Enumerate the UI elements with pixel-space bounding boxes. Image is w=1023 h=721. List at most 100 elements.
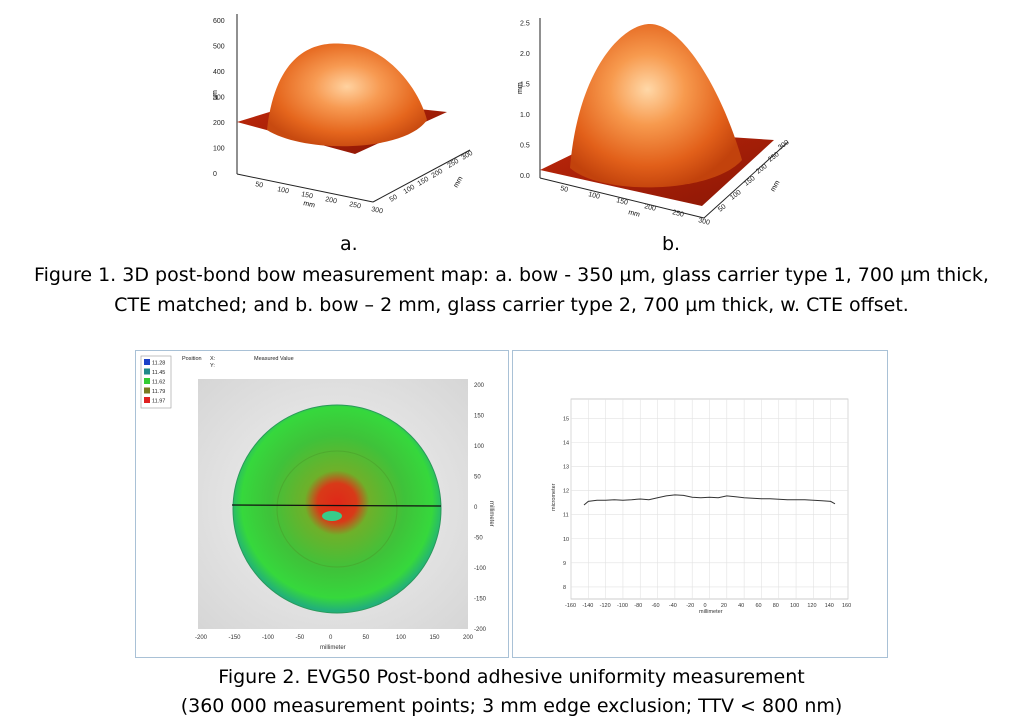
profile-y-tick: 10 (563, 537, 569, 543)
profile-series-line (583, 494, 836, 506)
profile-x-tick: -140 (582, 603, 593, 609)
legend-value: 11.45 (152, 370, 165, 376)
map-y-tick: 100 (474, 444, 485, 450)
profile-y-tick: 12 (563, 489, 569, 495)
map-x-axis-label: millimeter (320, 645, 346, 651)
map-y-tick: -50 (474, 536, 483, 542)
plot-b-y-tick: 200 (755, 163, 769, 176)
profile-x-tick: 100 (790, 603, 799, 609)
plot-b-x-tick: 250 (672, 209, 685, 219)
map-x-tick: -150 (229, 635, 242, 641)
plot-a-y-tick: 200 (431, 168, 445, 180)
map-y-tick: -100 (474, 566, 487, 572)
profile-x-tick: -60 (652, 603, 660, 609)
map-x-tick: 200 (463, 635, 474, 641)
plot-b-y-tick: 150 (743, 175, 757, 188)
plot-a-x-tick: 50 (255, 181, 264, 189)
legend-swatch (144, 368, 150, 375)
figure2-profile-chart: -160 -140 -120 -100 -80 -60 -40 -20 0 20 40 60 80 100… (551, 398, 851, 615)
plot-a-y-tick: 150 (417, 176, 431, 188)
plot-b-x-ticks: 50 100 150 200 250 300 (560, 185, 711, 227)
legend-value: 11.79 (152, 389, 165, 395)
map-position-label: Position (182, 356, 202, 362)
plot-a-z-tick: 500 (213, 44, 225, 51)
plot-a-x-tick: 250 (349, 201, 362, 210)
plot-b-x-tick: 100 (588, 191, 601, 201)
plot-a-x-unit: mm (303, 200, 316, 209)
figure2-map-panel: 11.28 11.45 11.62 11.79 11.97 Position X: Y:… (135, 350, 509, 658)
profile-y-tick: 15 (563, 416, 569, 422)
profile-x-tick: -20 (686, 603, 694, 609)
plot-b-x-tick: 50 (560, 185, 569, 194)
plot-a-z-tick: 0 (213, 171, 217, 178)
plot-b-z-tick: 1.0 (520, 112, 530, 119)
plot-a-y-tick: 250 (447, 158, 461, 170)
profile-y-ticks: 8 9 10 11 12 13 14 15 (563, 416, 569, 591)
map-x-tick: 100 (396, 635, 407, 641)
figure1-plot-a: 0 100 200 300 400 500 600 µm 50 100 150 200 25… (212, 14, 474, 215)
plot-a-x-tick: 150 (301, 191, 314, 200)
profile-x-tick: 60 (755, 603, 761, 609)
figure2-caption-line1: Figure 2. EVG50 Post-bond adhesive unifo… (218, 666, 805, 688)
map-x-tick: 50 (363, 635, 370, 641)
plot-b-z-tick: 2.0 (520, 51, 530, 58)
profile-y-tick: 14 (563, 440, 569, 446)
profile-x-axis-label: millimeter (699, 609, 723, 615)
legend-swatch (144, 397, 150, 403)
map-x-tick: 0 (329, 635, 333, 641)
plot-b-z-ticks: 0.0 0.5 1.0 1.5 2.0 2.5 (520, 21, 530, 181)
figure2-profile-panel: -160 -140 -120 -100 -80 -60 -40 -20 0 20 40 60 80 100… (512, 350, 888, 658)
map-x-tick: -200 (195, 635, 208, 641)
plot-b-y-tick: 300 (777, 139, 791, 152)
profile-x-tick: 80 (773, 603, 779, 609)
plot-a-label: a. (340, 233, 358, 255)
profile-y-axis-label: micrometer (551, 483, 557, 511)
plot-b-x-tick: 300 (698, 217, 711, 227)
profile-x-tick: 140 (825, 603, 834, 609)
plot-a-z-unit: µm (212, 90, 219, 100)
plot-b-z-tick: 2.5 (520, 21, 530, 28)
plot-a-z-tick: 300 (213, 95, 225, 102)
plot-a-z-tick: 100 (213, 146, 225, 153)
profile-x-tick: -80 (634, 603, 642, 609)
map-y-tick: 200 (474, 383, 485, 389)
plot-a-x-ticks: 50 100 150 200 250 300 (255, 181, 384, 215)
map-y-tick: 50 (474, 475, 481, 481)
plot-b-y-tick: 100 (729, 189, 743, 202)
map-y-tick: 150 (474, 414, 485, 420)
map-x-ticks: -200 -150 -100 -50 0 50 100 150 200 (195, 635, 474, 641)
plot-b-x-unit: mm (628, 209, 641, 219)
profile-x-tick: 120 (807, 603, 816, 609)
plot-a-y-tick: 50 (389, 194, 399, 204)
map-x-tick: 150 (430, 635, 441, 641)
profile-x-tick: 0 (704, 603, 707, 609)
plot-a-z-tick: 200 (213, 120, 225, 127)
profile-x-tick: -100 (617, 603, 628, 609)
map-y-tick: 0 (474, 505, 478, 511)
plot-a-y-tick: 100 (403, 184, 417, 196)
plot-b-z-tick: 0.0 (520, 173, 530, 180)
profile-x-tick: -160 (565, 603, 576, 609)
profile-x-tick: 40 (738, 603, 744, 609)
profile-y-tick: 11 (563, 513, 569, 519)
plot-b-label: b. (662, 233, 681, 255)
legend-value: 11.62 (152, 380, 165, 386)
plot-a-y-unit: mm (453, 175, 465, 189)
plot-b-x-tick: 200 (644, 203, 657, 213)
profile-x-tick: -40 (669, 603, 677, 609)
legend-value: 11.97 (152, 399, 165, 405)
plot-a-z-tick: 400 (213, 69, 225, 76)
plot-b-z-unit: mm (517, 82, 524, 94)
figure1-caption-line2: CTE matched; and b. bow – 2 mm, glass ca… (114, 294, 909, 316)
plot-a-z-tick: 600 (213, 18, 225, 25)
legend-swatch (144, 387, 150, 394)
plot-a-x-tick: 300 (371, 206, 384, 215)
plot-a-x-tick: 100 (277, 186, 290, 195)
map-y-axis-label: millimeter (488, 501, 494, 527)
map-legend: 11.28 11.45 11.62 11.79 11.97 (144, 359, 165, 405)
profile-y-tick: 13 (563, 464, 569, 470)
map-measured-label: Measured Value (254, 356, 294, 362)
plot-b-x-tick: 150 (616, 197, 629, 207)
profile-x-ticks: -160 -140 -120 -100 -80 -60 -40 -20 0 20 40 60 80 100… (565, 603, 851, 609)
profile-grid (570, 398, 849, 600)
